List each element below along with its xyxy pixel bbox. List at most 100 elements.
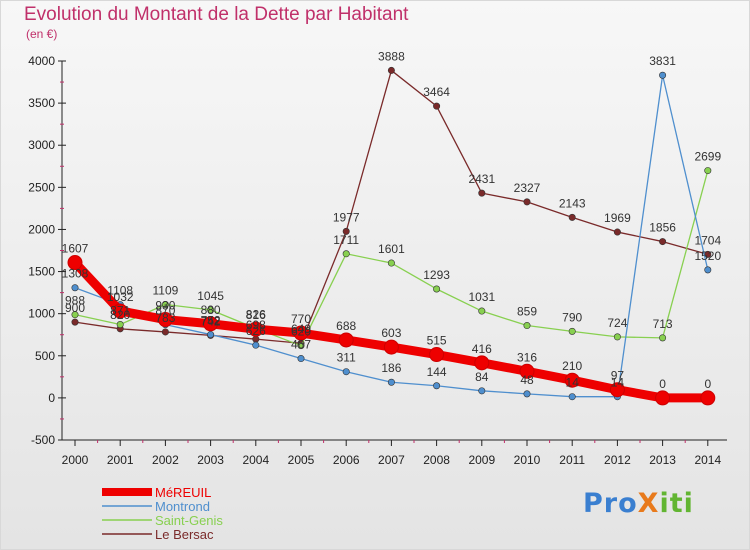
data-label: 724 — [607, 316, 627, 330]
data-label: 649 — [291, 322, 311, 336]
legend-label: Le Bersac — [155, 527, 214, 542]
series-point — [613, 228, 621, 236]
data-label: 1711 — [333, 233, 359, 247]
data-label: 2431 — [468, 172, 495, 186]
series-point — [203, 316, 219, 332]
data-label: 1520 — [694, 249, 721, 263]
data-label: 930 — [155, 299, 175, 313]
x-tick-label: 2004 — [242, 453, 269, 467]
data-label: 1856 — [649, 221, 676, 235]
data-label: 186 — [381, 361, 401, 375]
legend-label: MéREUIL — [155, 485, 211, 500]
data-label: 1031 — [468, 290, 495, 304]
data-label: 1969 — [604, 211, 631, 225]
series-point — [523, 198, 531, 206]
x-tick-label: 2002 — [152, 453, 179, 467]
proxiti-logo: ProXiti — [583, 488, 694, 519]
x-tick-label: 2012 — [604, 453, 631, 467]
series-point — [655, 390, 671, 406]
series-point — [342, 368, 350, 376]
series-point — [704, 167, 712, 175]
data-label: 988 — [65, 294, 85, 308]
series-point — [478, 387, 486, 395]
series-point — [157, 312, 173, 328]
x-tick-label: 2005 — [288, 453, 315, 467]
x-tick-label: 2007 — [378, 453, 405, 467]
y-tick-label: 1000 — [28, 307, 55, 321]
data-label: 1607 — [62, 242, 89, 256]
series-point — [564, 372, 580, 388]
data-label: 603 — [381, 326, 401, 340]
series-point — [704, 266, 712, 274]
series-point — [609, 382, 625, 398]
data-label: 1109 — [152, 283, 178, 297]
data-label: 790 — [562, 310, 582, 324]
series-point — [342, 250, 350, 258]
series-point — [659, 71, 667, 79]
series-point — [613, 333, 621, 341]
y-tick-label: 0 — [48, 391, 55, 405]
chart-title: Evolution du Montant de la Dette par Hab… — [24, 4, 409, 25]
series-point — [523, 390, 531, 398]
series-point — [297, 355, 305, 363]
series-point — [387, 259, 395, 267]
data-label: 1308 — [62, 267, 89, 281]
y-tick-label: 3000 — [28, 138, 55, 152]
series-point — [429, 347, 445, 363]
data-label: 688 — [336, 319, 356, 333]
series-point — [71, 284, 79, 292]
series-point — [659, 334, 667, 342]
data-label: 870 — [155, 304, 175, 318]
data-label: 3831 — [649, 54, 676, 68]
series-point — [568, 327, 576, 335]
data-label: 816 — [246, 308, 266, 322]
y-tick-label: 4000 — [28, 54, 55, 68]
data-label: 144 — [427, 365, 447, 379]
data-label: 0 — [659, 377, 666, 391]
data-label: 783 — [155, 311, 175, 325]
y-tick-label: -500 — [31, 433, 55, 447]
data-label: 1704 — [694, 233, 721, 247]
data-label: 713 — [653, 317, 673, 331]
x-tick-label: 2009 — [468, 453, 495, 467]
legend-label: Saint-Genis — [155, 513, 223, 528]
x-tick-label: 2011 — [559, 453, 585, 467]
series-point — [252, 341, 260, 349]
series-point — [71, 318, 79, 326]
data-label: 620 — [291, 325, 311, 339]
x-tick-label: 2001 — [107, 453, 134, 467]
series-point — [387, 378, 395, 386]
series-point — [383, 339, 399, 355]
data-label: 48 — [520, 373, 534, 387]
series-point — [207, 331, 215, 339]
x-tick-label: 2010 — [514, 453, 541, 467]
data-label: 97 — [611, 369, 625, 383]
legend-label: Montrond — [155, 499, 210, 514]
series-point — [433, 382, 441, 390]
x-tick-label: 2006 — [333, 453, 360, 467]
data-label: 698 — [246, 318, 266, 332]
series-point — [248, 321, 264, 337]
data-label: 14 — [611, 376, 625, 390]
y-tick-label: 500 — [35, 349, 55, 363]
data-label: 880 — [201, 303, 221, 317]
data-label: 1601 — [378, 242, 405, 256]
series-point — [478, 307, 486, 315]
data-label: 1045 — [197, 289, 224, 303]
series-point — [161, 300, 169, 308]
series-point — [659, 238, 667, 246]
data-label: 84 — [475, 370, 489, 384]
series-point — [161, 328, 169, 336]
data-label: 3888 — [378, 49, 405, 63]
data-label: 820 — [110, 308, 130, 322]
series-point — [700, 390, 716, 406]
series-point — [338, 332, 354, 348]
data-label: 1293 — [423, 268, 450, 282]
series-point — [387, 66, 395, 74]
x-tick-label: 2013 — [649, 453, 676, 467]
data-label: 467 — [291, 338, 311, 352]
data-label: 3464 — [423, 85, 450, 99]
data-label: 0 — [704, 377, 711, 391]
